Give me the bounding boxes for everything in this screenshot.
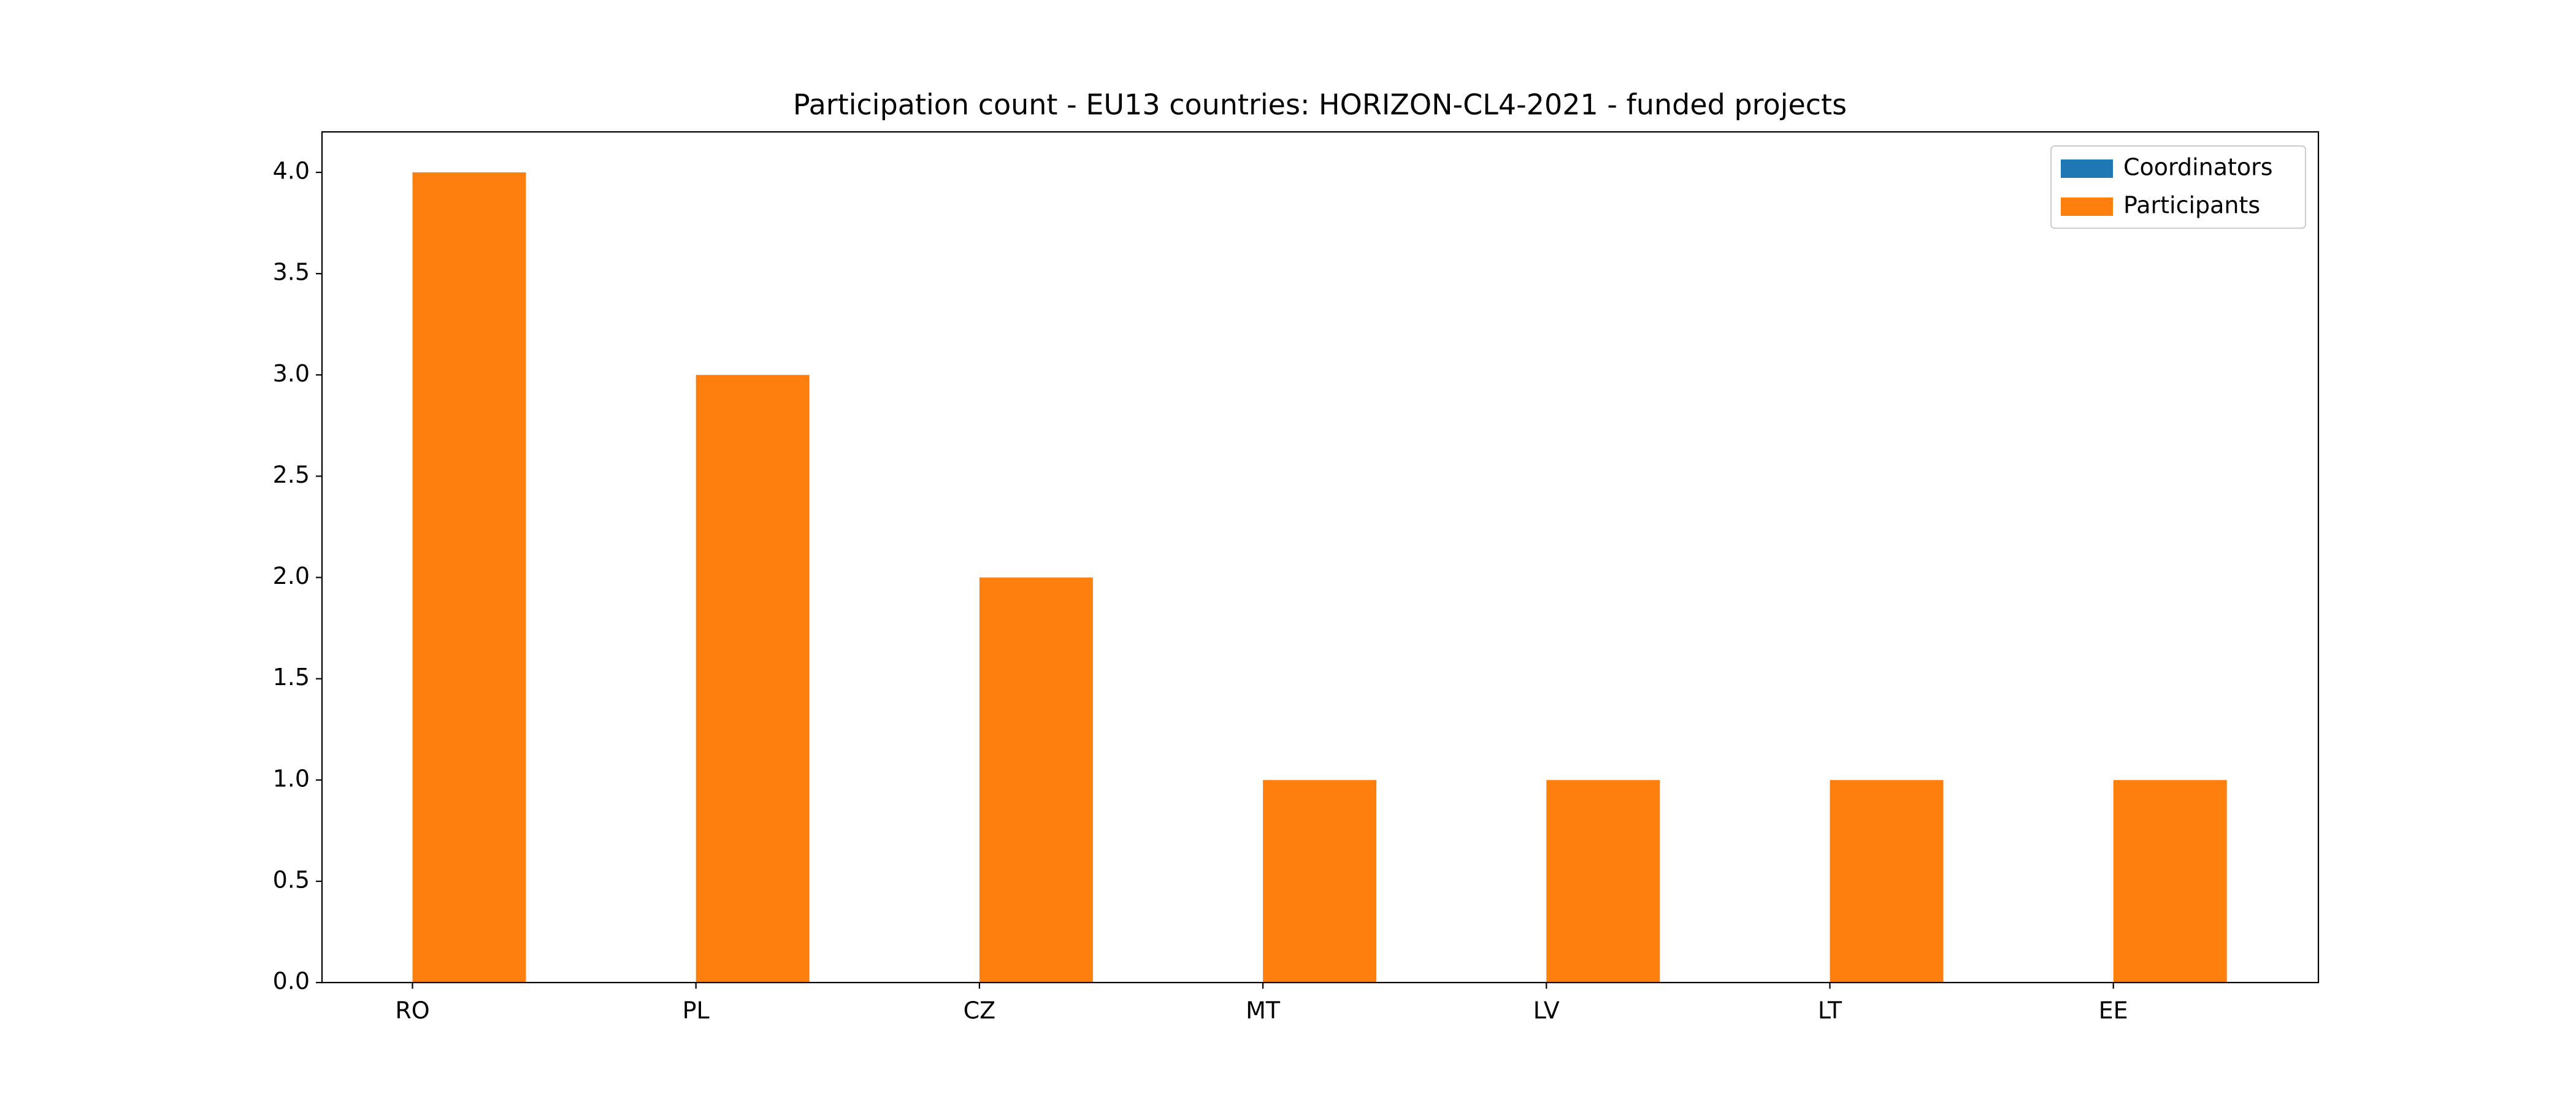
x-tick-label: CZ bbox=[964, 997, 996, 1024]
legend-label: Participants bbox=[2123, 192, 2260, 219]
y-tick-label: 0.0 bbox=[273, 968, 310, 995]
chart-title: Participation count - EU13 countries: HO… bbox=[793, 88, 1847, 121]
legend-label: Coordinators bbox=[2123, 154, 2273, 181]
x-tick-label: EE bbox=[2099, 997, 2128, 1024]
bar bbox=[1546, 780, 1660, 983]
y-tick-label: 4.0 bbox=[273, 158, 310, 185]
x-tick-label: RO bbox=[395, 997, 429, 1024]
bar bbox=[696, 375, 810, 983]
y-tick-label: 2.5 bbox=[273, 461, 310, 488]
x-tick-label: LV bbox=[1533, 997, 1560, 1024]
y-tick-label: 1.0 bbox=[273, 765, 310, 792]
legend-box bbox=[2050, 145, 2306, 229]
bar bbox=[412, 172, 526, 983]
legend-swatch bbox=[2061, 159, 2113, 178]
bar bbox=[979, 577, 1093, 983]
x-tick-label: MT bbox=[1246, 997, 1281, 1024]
bar bbox=[1830, 780, 1944, 983]
y-tick-label: 3.0 bbox=[273, 360, 310, 387]
legend-swatch bbox=[2061, 197, 2113, 216]
x-tick-label: LT bbox=[1818, 997, 1842, 1024]
plot-frame bbox=[321, 131, 2320, 984]
x-tick-label: PL bbox=[683, 997, 710, 1024]
y-tick-label: 0.5 bbox=[273, 866, 310, 893]
y-tick-label: 2.0 bbox=[273, 562, 310, 589]
y-tick-label: 1.5 bbox=[273, 664, 310, 691]
bar bbox=[2113, 780, 2227, 983]
bar bbox=[1263, 780, 1377, 983]
y-tick-label: 3.5 bbox=[273, 259, 310, 286]
